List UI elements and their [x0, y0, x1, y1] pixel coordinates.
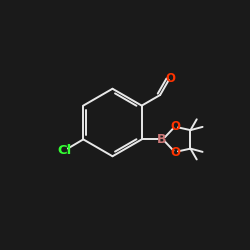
- Text: Cl: Cl: [58, 144, 72, 156]
- Text: B: B: [157, 133, 166, 146]
- Text: O: O: [170, 146, 180, 159]
- Text: O: O: [165, 72, 175, 85]
- Text: O: O: [170, 120, 180, 133]
